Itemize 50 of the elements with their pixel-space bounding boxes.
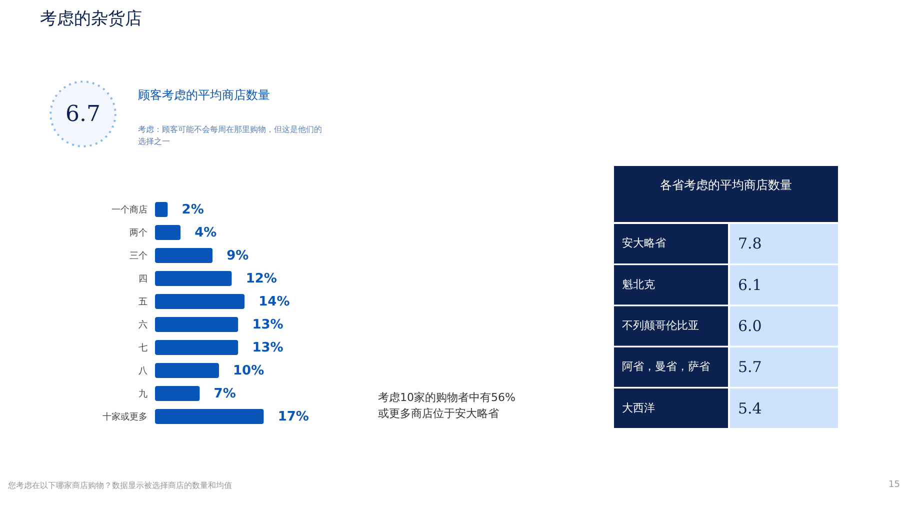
chart-subtitle: 顾客考虑的平均商店数量 [138, 88, 270, 102]
bar [155, 294, 245, 309]
chart-title: 考虑的杂货店 [40, 9, 142, 29]
data-label: 5.4 [738, 399, 762, 418]
category-label: 魁北克 [622, 278, 655, 291]
y-tick-label: 十家或更多 [102, 412, 148, 422]
bar [155, 363, 220, 378]
category-label: 大西洋 [622, 401, 655, 414]
data-label: 6.1 [738, 276, 762, 294]
text: 考虑10家的购物者中有56% [378, 391, 516, 404]
text: 或更多商店位于安大略省 [378, 407, 499, 420]
data-label: 17% [278, 410, 309, 424]
data-label: 12% [246, 272, 277, 286]
bar [155, 386, 200, 401]
bar [155, 225, 181, 240]
y-tick-label: 一个商店 [112, 204, 148, 216]
bar [155, 271, 232, 286]
data-label: 10% [233, 364, 264, 378]
text: 您考虑在以下哪家商店购物？数据显示被选择商店的数量和均值 [7, 481, 232, 490]
text: 考虑：顾客可能不会每周在那里购物，但这是他们的 [138, 125, 322, 134]
y-tick-label: 五 [138, 298, 148, 308]
text: 6.7 [66, 102, 100, 127]
data-label: 7% [214, 386, 236, 402]
data-label: 14% [258, 294, 290, 310]
text: 选择之一 [138, 137, 170, 146]
y-tick-label: 三个 [130, 250, 148, 262]
text: 15 [888, 480, 900, 490]
category-label: 阿省，曼省，萨省 [622, 360, 710, 374]
y-tick-label: 两个 [130, 228, 148, 238]
y-tick-label: 八 [138, 366, 148, 376]
bar [155, 409, 264, 424]
y-tick-label: 九 [138, 388, 148, 400]
data-label: 4% [194, 226, 217, 240]
category-label: 不列颠哥伦比亚 [622, 319, 699, 332]
bar [155, 248, 213, 263]
bar [155, 202, 168, 217]
text: 各省考虑的平均商店数量 [660, 178, 792, 192]
data-label: 5.7 [738, 358, 762, 376]
bar [155, 340, 238, 355]
data-label: 2% [182, 202, 204, 218]
y-tick-label: 四 [138, 274, 148, 284]
y-tick-label: 六 [138, 320, 148, 330]
data-label: 13% [252, 340, 284, 356]
category-label: 安大略省 [622, 236, 666, 250]
bar [155, 317, 238, 332]
data-label: 7.8 [738, 234, 762, 253]
data-label: 9% [226, 248, 249, 264]
data-label: 6.0 [738, 317, 762, 335]
y-tick-label: 七 [138, 342, 148, 354]
data-label: 13% [252, 318, 284, 332]
